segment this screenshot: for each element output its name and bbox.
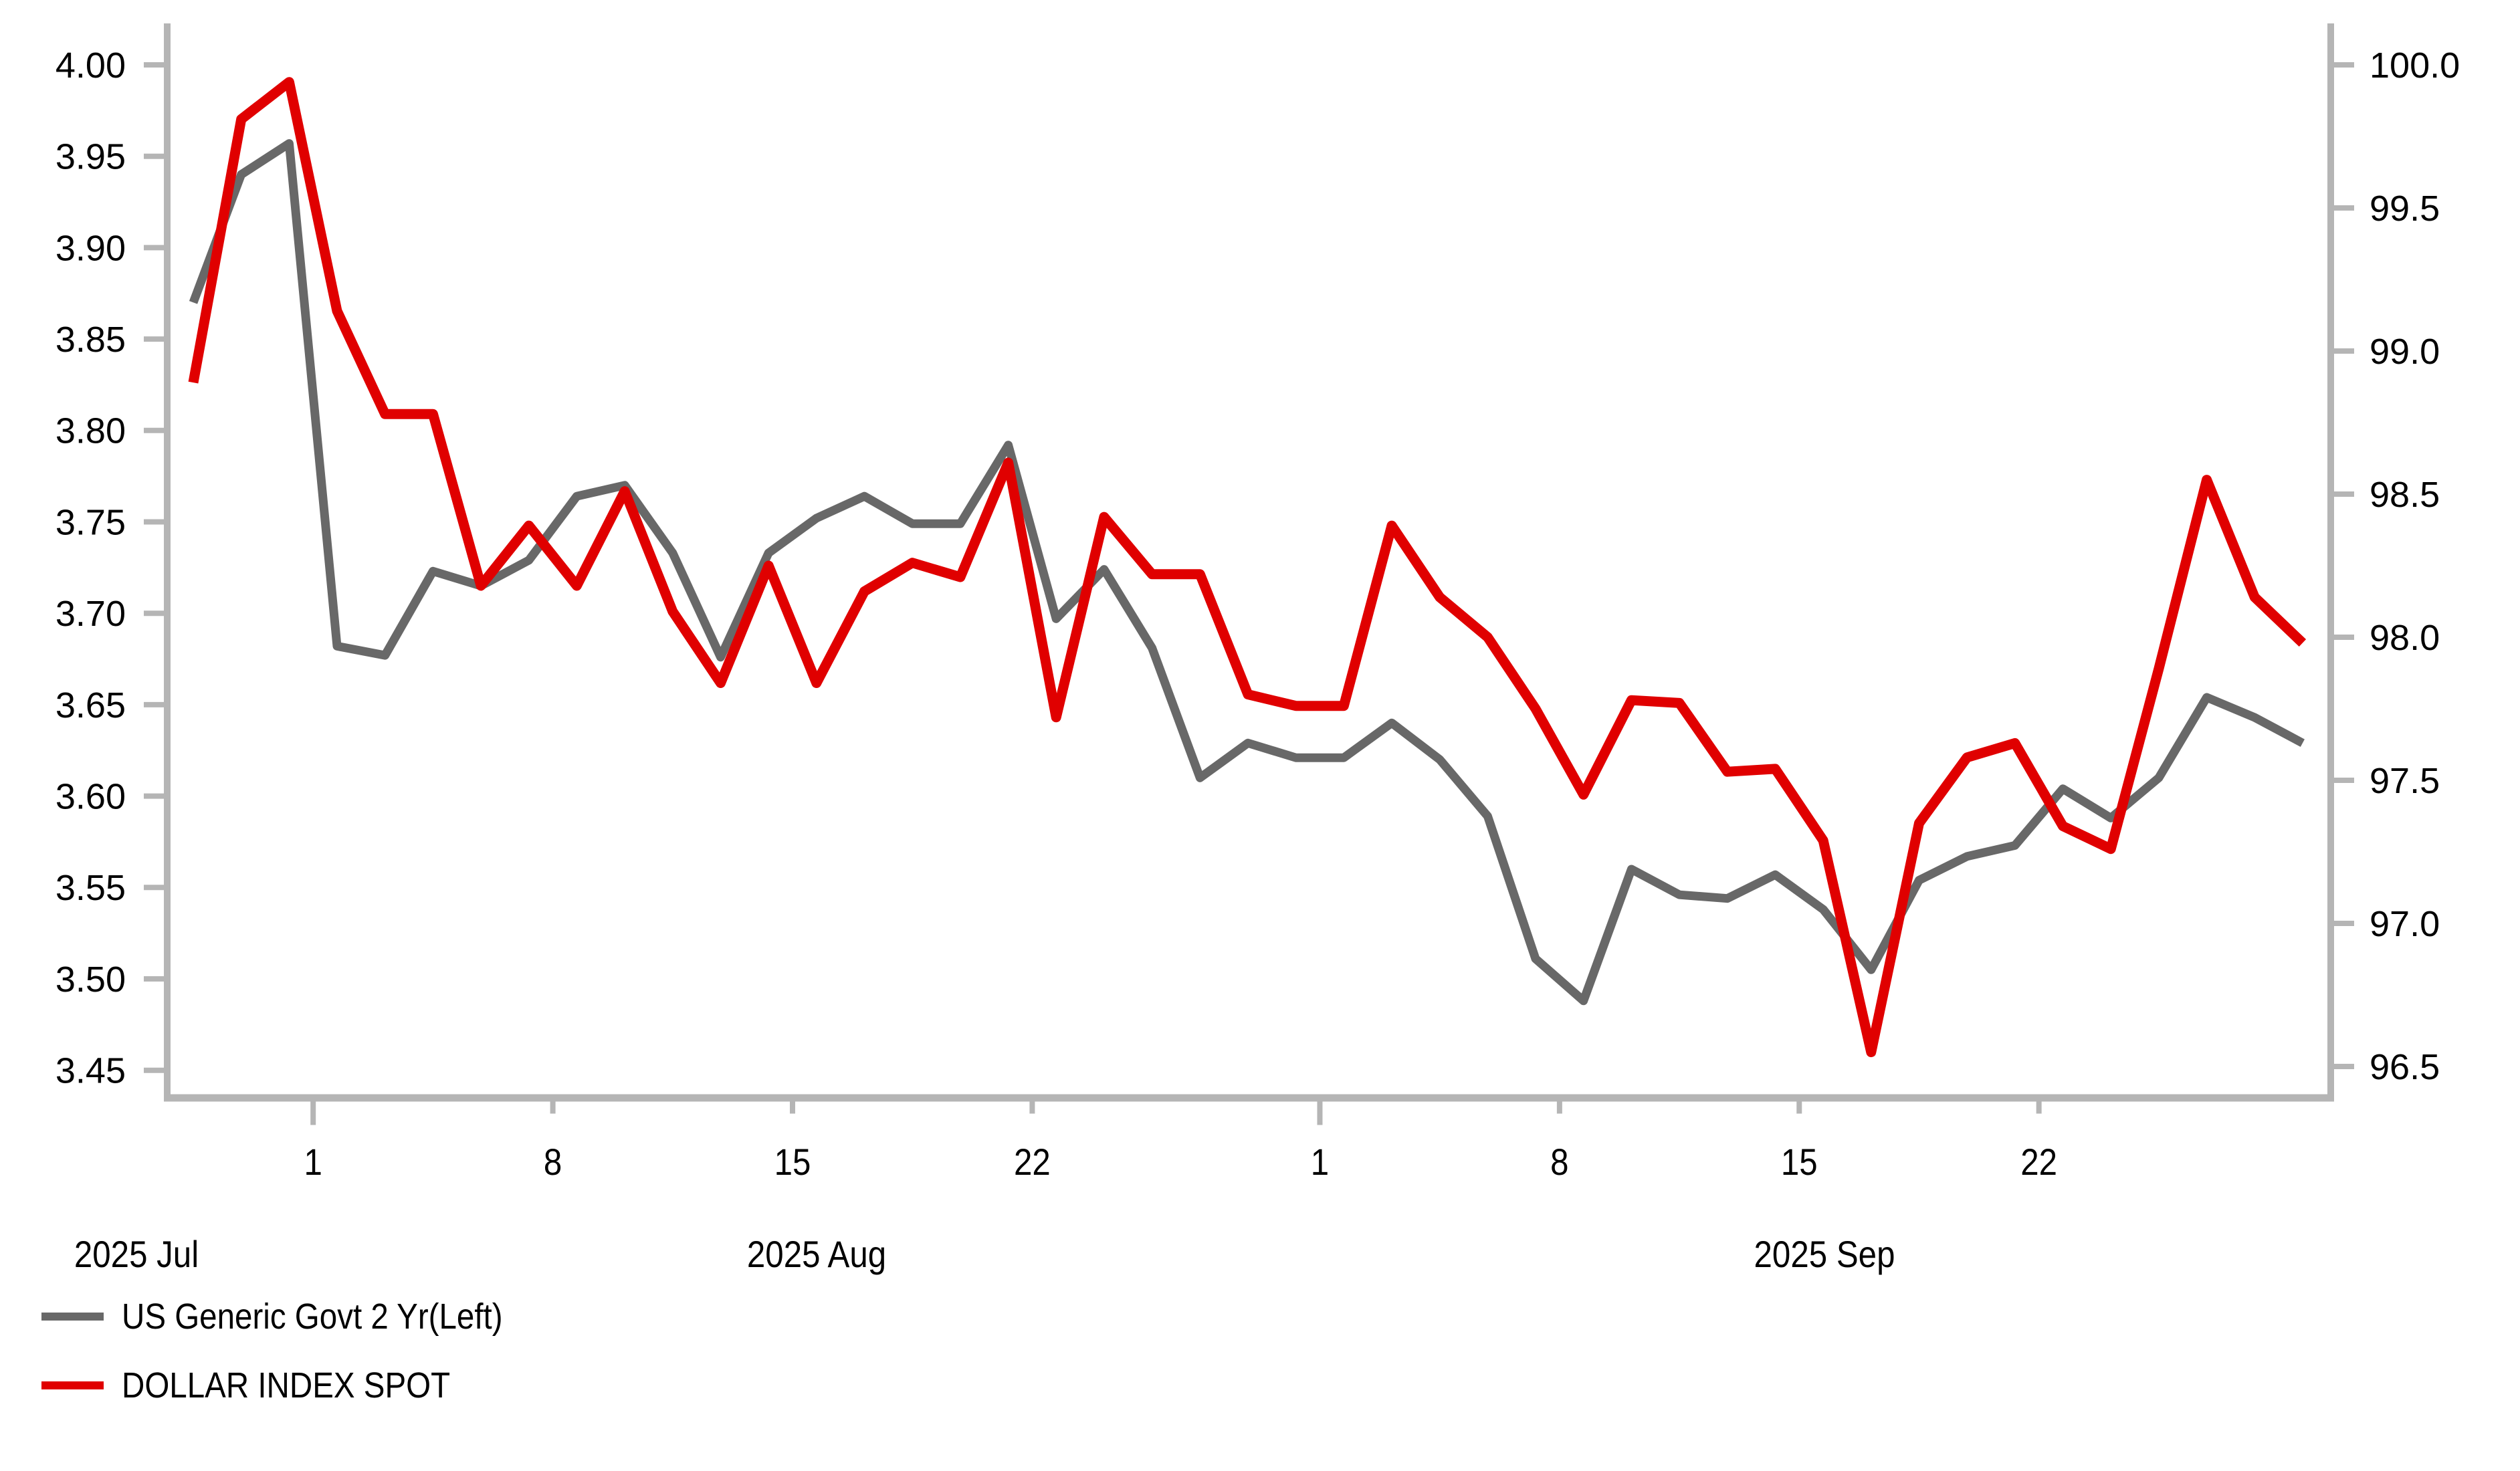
x-tick-label: 1 [304,1141,322,1183]
x-axis: 1 8 15 22 1 8 15 22 [304,1101,2057,1183]
left-axis: 4.00 3.95 3.90 3.85 3.80 3.75 3.70 3.65 3.60 3.55… [56,45,167,1091]
left-tick-label: 3.90 [56,228,126,268]
legend-label-us2y: US Generic Govt 2 Yr(Left) [122,1296,503,1337]
right-tick-label: 98.5 [2370,475,2440,515]
series-line-us2y [189,139,2305,1006]
left-tick-label: 3.45 [56,1051,126,1091]
series [188,77,2307,1058]
legend-swatch-us2y [41,1313,104,1321]
month-label: 2025 Sep [1754,1234,1895,1276]
legend-item-us2y: US Generic Govt 2 Yr(Left) [41,1296,554,1337]
left-tick-label: 3.95 [56,137,126,177]
left-tick-label: 3.80 [56,411,126,451]
right-tick-label: 97.5 [2370,761,2440,801]
left-tick-label: 3.85 [56,320,126,360]
legend-swatch-dxy [41,1381,104,1389]
x-tick-label: 15 [774,1141,811,1183]
month-label: 2025 Jul [74,1234,199,1276]
left-tick-label: 3.60 [56,777,126,817]
x-tick-label: 15 [1781,1141,1818,1183]
x-tick-label: 22 [1014,1141,1051,1183]
month-labels: 2025 Jul 2025 Aug 2025 Sep [74,1234,1895,1276]
right-axis: 100.0 99.5 99.0 98.5 98.0 97.5 97.0 96.5 [2331,45,2460,1087]
left-tick-label: 3.75 [56,502,126,542]
x-tick-label: 8 [544,1141,562,1183]
right-tick-label: 99.5 [2370,189,2440,229]
month-label: 2025 Aug [747,1234,886,1276]
x-tick-label: 1 [1311,1141,1329,1183]
axes [164,23,2334,1102]
left-tick-label: 3.65 [56,685,126,725]
series-line-dxy [188,77,2307,1058]
right-tick-label: 99.0 [2370,332,2440,372]
right-tick-label: 98.0 [2370,618,2440,658]
left-tick-label: 4.00 [56,45,126,86]
right-tick-label: 96.5 [2370,1047,2440,1087]
right-tick-label: 97.0 [2370,904,2440,944]
legend-item-dxy: DOLLAR INDEX SPOT [41,1365,554,1406]
x-tick-label: 22 [2020,1141,2057,1183]
legend-label-dxy: DOLLAR INDEX SPOT [122,1365,451,1405]
right-tick-label: 100.0 [2370,45,2460,86]
left-tick-label: 3.50 [56,959,126,1000]
left-tick-label: 3.55 [56,868,126,908]
left-tick-label: 3.70 [56,594,126,634]
x-tick-label: 8 [1550,1141,1568,1183]
chart-legend: US Generic Govt 2 Yr(Left) DOLLAR INDEX … [41,1296,554,1434]
